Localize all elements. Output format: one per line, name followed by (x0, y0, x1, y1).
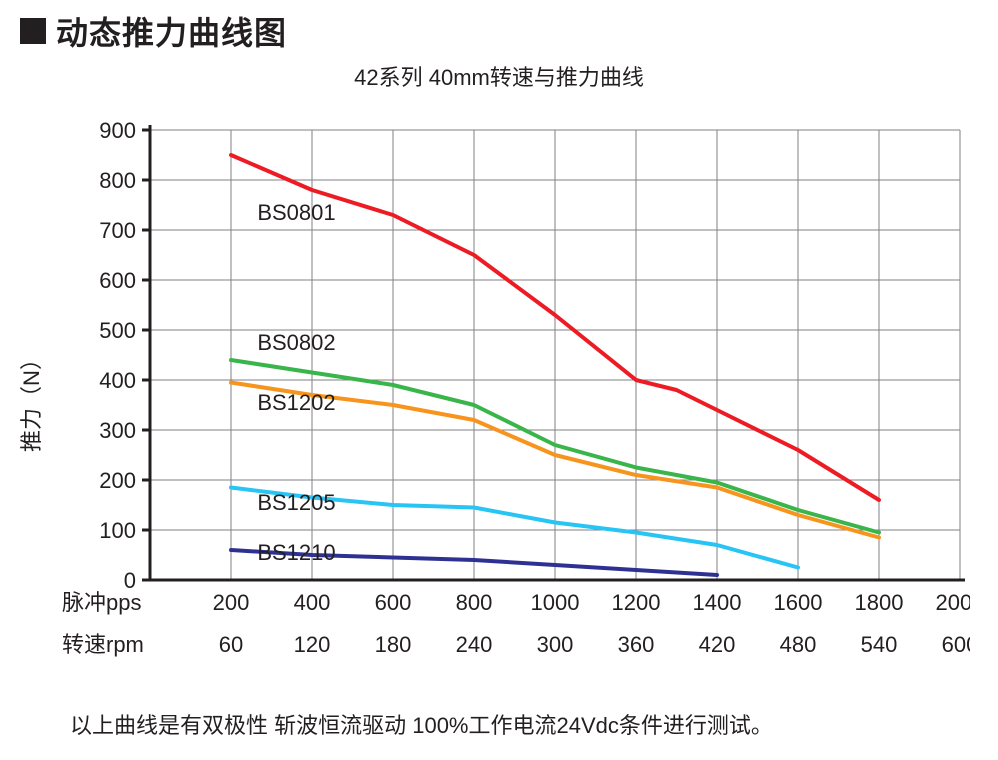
svg-text:600: 600 (942, 632, 970, 657)
svg-text:60: 60 (219, 632, 243, 657)
svg-text:700: 700 (99, 218, 136, 243)
thrust-curve-chart: 0100200300400500600700800900BS0801BS0802… (60, 120, 970, 680)
svg-text:BS0802: BS0802 (257, 330, 335, 355)
svg-text:900: 900 (99, 120, 136, 143)
y-axis-label: 推力（N） (14, 348, 46, 452)
svg-text:300: 300 (99, 418, 136, 443)
chart-footnote: 以上曲线是有双极性 斩波恒流驱动 100%工作电流24Vdc条件进行测试。 (70, 708, 978, 740)
svg-text:1800: 1800 (855, 590, 904, 615)
svg-text:600: 600 (375, 590, 412, 615)
svg-text:2000: 2000 (936, 590, 970, 615)
svg-text:120: 120 (294, 632, 331, 657)
svg-text:BS1205: BS1205 (257, 490, 335, 515)
svg-text:180: 180 (375, 632, 412, 657)
svg-text:脉冲pps: 脉冲pps (62, 590, 141, 615)
chart-container: 推力（N） 0100200300400500600700800900BS0801… (60, 120, 978, 680)
svg-text:200: 200 (213, 590, 250, 615)
svg-text:800: 800 (99, 168, 136, 193)
svg-text:540: 540 (861, 632, 898, 657)
svg-text:200: 200 (99, 468, 136, 493)
svg-text:420: 420 (699, 632, 736, 657)
svg-text:1400: 1400 (693, 590, 742, 615)
svg-text:100: 100 (99, 518, 136, 543)
svg-text:800: 800 (456, 590, 493, 615)
svg-text:400: 400 (294, 590, 331, 615)
page-title: 动态推力曲线图 (56, 8, 287, 54)
svg-text:BS1202: BS1202 (257, 390, 335, 415)
svg-text:1000: 1000 (531, 590, 580, 615)
page-header: 动态推力曲线图 (20, 8, 978, 54)
svg-text:BS0801: BS0801 (257, 200, 335, 225)
svg-text:300: 300 (537, 632, 574, 657)
svg-text:BS1210: BS1210 (257, 540, 335, 565)
svg-text:360: 360 (618, 632, 655, 657)
svg-text:400: 400 (99, 368, 136, 393)
svg-text:1600: 1600 (774, 590, 823, 615)
chart-subtitle: 42系列 40mm转速与推力曲线 (20, 60, 978, 92)
svg-text:600: 600 (99, 268, 136, 293)
svg-text:500: 500 (99, 318, 136, 343)
svg-text:1200: 1200 (612, 590, 661, 615)
svg-text:240: 240 (456, 632, 493, 657)
svg-text:480: 480 (780, 632, 817, 657)
svg-text:转速rpm: 转速rpm (62, 632, 144, 657)
header-bullet-icon (20, 18, 46, 44)
